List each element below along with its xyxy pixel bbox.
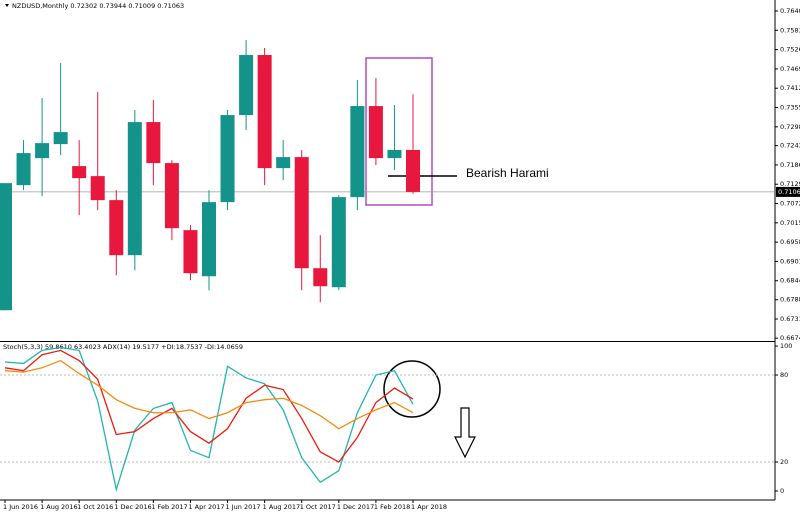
candle-body: [0, 183, 12, 311]
y-tick-label: 100: [780, 342, 792, 350]
candle-body: [368, 106, 383, 159]
x-tick-label: 1 Feb 2017: [151, 503, 187, 511]
current-price-tag: [776, 186, 800, 197]
candle-body: [202, 202, 216, 277]
x-tick-label: 1 Oct 2016: [77, 503, 113, 511]
candle-body: [276, 157, 291, 169]
menu-arrow[interactable]: [5, 4, 9, 7]
y-tick-label: 0.70150: [780, 219, 800, 227]
down-arrow: [454, 407, 476, 459]
highlight-circle: [383, 360, 441, 418]
x-tick-label: 1 Jun 2016: [3, 503, 38, 511]
x-tick-label: 1 Aug 2017: [263, 503, 301, 511]
candle-body: [331, 197, 346, 288]
x-tick-label: 1 Oct 2017: [300, 503, 336, 511]
y-tick-label: 0: [780, 487, 784, 495]
indicator-line: [4, 346, 414, 493]
candle-body: [183, 230, 198, 274]
annotation: Bearish Harami: [466, 166, 549, 180]
candle-body: [16, 153, 31, 186]
high: 0.73944: [99, 2, 126, 10]
y-tick-label: 0.75835: [780, 26, 800, 34]
y-tick-label: 0.67880: [780, 296, 800, 304]
y-tick-label: 0.71290: [780, 180, 800, 188]
y-tick-label: 0.69010: [780, 257, 800, 265]
candle-body: [164, 163, 179, 229]
candle-body: [387, 149, 402, 159]
candle-body: [90, 176, 105, 201]
current-price-label: 0.71063: [778, 188, 800, 196]
y-tick-label: 0.73555: [780, 104, 800, 112]
candle-body: [53, 132, 68, 145]
candle-body: [146, 122, 161, 164]
y-tick-label: 0.7186: [780, 161, 800, 169]
indicator-header: Stoch(5,3,3) 59.8610 63.4023 ADX(14) 19.…: [3, 343, 243, 351]
y-tick-label: 0.74695: [780, 65, 800, 73]
candle-body: [257, 55, 272, 169]
x-tick-label: 1 Jun 2017: [226, 503, 261, 511]
candle-body: [72, 166, 87, 179]
candle-body: [127, 122, 142, 256]
candle-body: [350, 106, 365, 198]
open: 0.72302: [70, 2, 97, 10]
candle-body: [294, 157, 309, 269]
candle-body: [313, 268, 328, 287]
candle-body: [35, 143, 50, 159]
x-tick-label: 1 Aug 2016: [40, 503, 78, 511]
close: 0.71063: [157, 2, 184, 10]
candle-body: [239, 55, 254, 116]
y-tick-label: 0.70720: [780, 200, 800, 208]
candle-body: [109, 200, 124, 256]
y-tick-label: 0.66745: [780, 334, 800, 342]
x-tick-label: 1 Dec 2016: [114, 503, 151, 511]
x-tick-label: 1 Dec 2017: [337, 503, 374, 511]
y-tick-label: 0.68440: [780, 277, 800, 285]
x-tick-label: 1 Apr 2018: [411, 503, 447, 511]
x-tick-label: 1 Apr 2017: [188, 503, 224, 511]
candle-body: [406, 149, 420, 192]
low: 0.71009: [128, 2, 155, 10]
chart-header: NZDUSD,Monthly 0.72302 0.73944 0.71009 0…: [12, 2, 184, 10]
y-tick-label: 0.67310: [780, 315, 800, 323]
y-tick-label: 0.72985: [780, 123, 800, 131]
y-tick-label: 80: [780, 371, 788, 379]
symbol: NZDUSD,Monthly: [12, 2, 68, 10]
y-tick-label: 0.75265: [780, 46, 800, 54]
y-tick-label: 0.69580: [780, 238, 800, 246]
y-tick-label: 0.76405: [780, 7, 800, 15]
candle-body: [220, 115, 235, 203]
x-tick-label: 1 Feb 2018: [374, 503, 410, 511]
y-tick-label: 20: [780, 458, 788, 466]
y-tick-label: 0.74125: [780, 84, 800, 92]
indicator-line: [4, 349, 414, 463]
highlight-box: [365, 57, 433, 206]
indicator-line: [4, 359, 414, 430]
y-tick-label: 0.72430: [780, 142, 800, 150]
